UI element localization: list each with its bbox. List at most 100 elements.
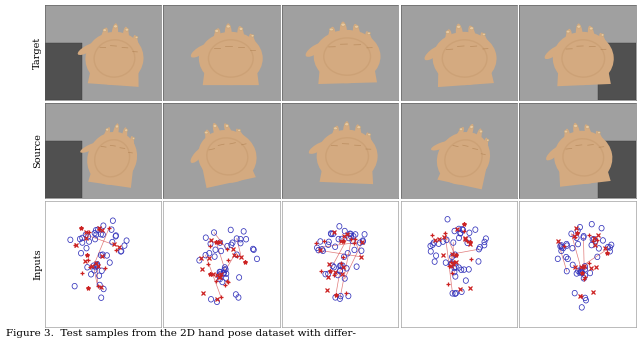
Ellipse shape bbox=[122, 127, 127, 151]
Ellipse shape bbox=[224, 124, 236, 146]
Ellipse shape bbox=[125, 28, 129, 31]
Ellipse shape bbox=[100, 127, 110, 149]
Ellipse shape bbox=[205, 131, 208, 134]
Ellipse shape bbox=[342, 121, 349, 147]
Ellipse shape bbox=[368, 134, 371, 136]
Polygon shape bbox=[559, 160, 611, 187]
Ellipse shape bbox=[479, 130, 483, 133]
Ellipse shape bbox=[308, 141, 328, 154]
Ellipse shape bbox=[329, 28, 333, 31]
Ellipse shape bbox=[431, 141, 452, 151]
Ellipse shape bbox=[111, 23, 118, 49]
Ellipse shape bbox=[598, 131, 600, 134]
Text: Target: Target bbox=[33, 37, 42, 69]
Ellipse shape bbox=[564, 129, 571, 152]
Ellipse shape bbox=[239, 27, 243, 30]
Ellipse shape bbox=[249, 34, 256, 53]
Ellipse shape bbox=[341, 23, 345, 26]
Ellipse shape bbox=[236, 129, 247, 146]
Ellipse shape bbox=[577, 25, 580, 28]
Ellipse shape bbox=[215, 30, 219, 32]
Polygon shape bbox=[437, 159, 486, 189]
Ellipse shape bbox=[564, 130, 568, 133]
Ellipse shape bbox=[483, 33, 485, 36]
Ellipse shape bbox=[481, 33, 489, 51]
Polygon shape bbox=[45, 43, 82, 100]
Polygon shape bbox=[319, 160, 373, 184]
Ellipse shape bbox=[365, 31, 373, 50]
Ellipse shape bbox=[483, 138, 488, 157]
Ellipse shape bbox=[85, 32, 143, 85]
Ellipse shape bbox=[226, 25, 230, 28]
Ellipse shape bbox=[225, 125, 228, 127]
Text: Inputs: Inputs bbox=[33, 248, 42, 280]
Ellipse shape bbox=[584, 124, 593, 147]
Ellipse shape bbox=[314, 30, 381, 83]
Ellipse shape bbox=[80, 142, 100, 153]
Ellipse shape bbox=[452, 127, 464, 148]
Ellipse shape bbox=[205, 130, 213, 152]
Ellipse shape bbox=[463, 124, 474, 149]
Ellipse shape bbox=[133, 35, 138, 54]
Ellipse shape bbox=[328, 27, 335, 49]
Ellipse shape bbox=[596, 131, 605, 149]
Ellipse shape bbox=[460, 128, 463, 131]
Ellipse shape bbox=[599, 33, 607, 52]
Ellipse shape bbox=[601, 34, 604, 36]
Ellipse shape bbox=[437, 132, 490, 185]
Ellipse shape bbox=[573, 123, 581, 148]
Ellipse shape bbox=[77, 43, 97, 55]
Ellipse shape bbox=[470, 27, 474, 30]
Ellipse shape bbox=[470, 125, 473, 128]
Text: Source: Source bbox=[33, 133, 42, 168]
Ellipse shape bbox=[474, 128, 482, 152]
Ellipse shape bbox=[546, 146, 563, 161]
Ellipse shape bbox=[565, 29, 572, 52]
Polygon shape bbox=[202, 157, 256, 188]
Ellipse shape bbox=[317, 130, 378, 183]
Ellipse shape bbox=[424, 46, 442, 60]
Ellipse shape bbox=[468, 26, 477, 49]
Ellipse shape bbox=[135, 36, 138, 38]
Ellipse shape bbox=[588, 26, 596, 49]
Ellipse shape bbox=[365, 133, 372, 151]
Ellipse shape bbox=[433, 32, 497, 85]
Ellipse shape bbox=[446, 31, 450, 34]
Text: Figure 3.  Test samples from the 2D hand pose dataset with differ-: Figure 3. Test samples from the 2D hand … bbox=[6, 329, 356, 338]
Ellipse shape bbox=[355, 25, 358, 28]
Ellipse shape bbox=[456, 25, 461, 28]
Ellipse shape bbox=[225, 24, 232, 49]
Polygon shape bbox=[598, 43, 636, 100]
Polygon shape bbox=[557, 62, 611, 86]
Ellipse shape bbox=[353, 24, 361, 47]
Ellipse shape bbox=[355, 125, 362, 148]
Ellipse shape bbox=[486, 139, 489, 141]
Ellipse shape bbox=[198, 130, 257, 183]
Ellipse shape bbox=[340, 21, 348, 47]
Ellipse shape bbox=[554, 131, 612, 184]
Ellipse shape bbox=[566, 30, 570, 33]
Ellipse shape bbox=[106, 128, 109, 131]
Ellipse shape bbox=[545, 45, 563, 59]
Polygon shape bbox=[598, 141, 636, 198]
Ellipse shape bbox=[100, 28, 108, 50]
Ellipse shape bbox=[115, 125, 118, 128]
Ellipse shape bbox=[357, 126, 360, 129]
Ellipse shape bbox=[114, 25, 117, 28]
Ellipse shape bbox=[586, 126, 589, 128]
Ellipse shape bbox=[345, 123, 349, 126]
Ellipse shape bbox=[111, 124, 119, 149]
Polygon shape bbox=[203, 63, 259, 85]
Ellipse shape bbox=[238, 129, 241, 131]
Ellipse shape bbox=[191, 44, 209, 57]
Ellipse shape bbox=[367, 32, 371, 35]
Ellipse shape bbox=[456, 24, 463, 49]
Ellipse shape bbox=[306, 43, 324, 57]
Ellipse shape bbox=[553, 32, 614, 85]
Ellipse shape bbox=[130, 136, 134, 155]
Ellipse shape bbox=[333, 127, 337, 130]
Polygon shape bbox=[318, 61, 377, 84]
Polygon shape bbox=[88, 62, 139, 87]
Polygon shape bbox=[45, 141, 82, 198]
Ellipse shape bbox=[191, 147, 205, 163]
